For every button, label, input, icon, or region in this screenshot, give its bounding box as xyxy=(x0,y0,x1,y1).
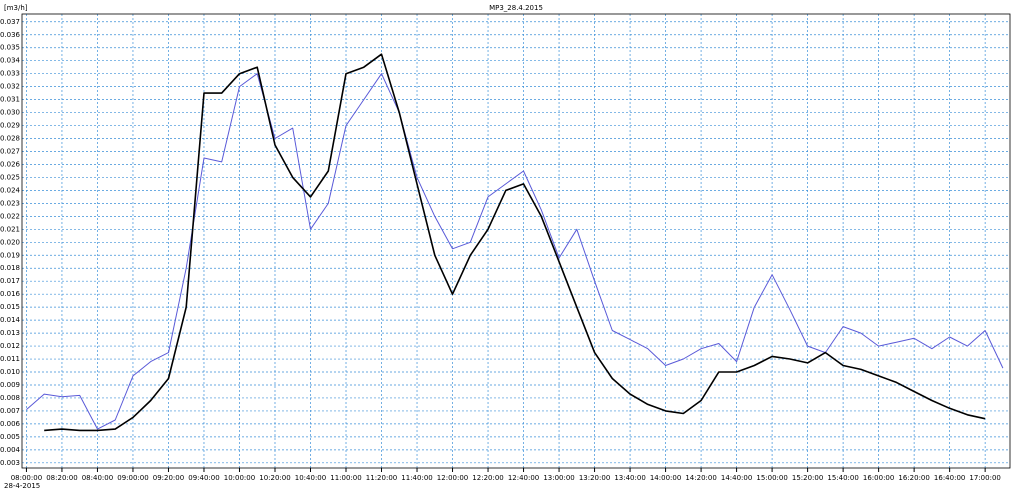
data-line xyxy=(44,53,986,432)
x-tick-label: 15:40:00 xyxy=(827,474,858,482)
y-tick-label: 0.037 xyxy=(0,18,20,26)
y-tick-label: 0.020 xyxy=(0,238,20,246)
x-tick-label: 12:20:00 xyxy=(472,474,503,482)
x-tick-label: 15:00:00 xyxy=(756,474,787,482)
x-tick-label: 11:40:00 xyxy=(401,474,432,482)
x-tick-label: 15:20:00 xyxy=(792,474,823,482)
y-tick-label: 0.014 xyxy=(0,316,21,324)
x-tick-label: 10:20:00 xyxy=(259,474,290,482)
x-tick-label: 10:00:00 xyxy=(224,474,255,482)
y-tick-label: 0.015 xyxy=(0,303,20,311)
y-tick-label: 0.026 xyxy=(0,160,21,168)
x-tick-label: 13:20:00 xyxy=(579,474,610,482)
y-tick-label: 0.007 xyxy=(0,407,20,415)
y-tick-label: 0.031 xyxy=(0,96,20,104)
plot-border xyxy=(21,13,1011,469)
x-tick-label: 13:00:00 xyxy=(543,474,574,482)
y-tick-label: 0.035 xyxy=(0,44,20,52)
x-tick-label: 09:20:00 xyxy=(153,474,184,482)
chart-title: MP3_28.4.2015 xyxy=(489,4,543,12)
y-tick-label: 0.028 xyxy=(0,135,20,143)
x-tick-label: 11:20:00 xyxy=(366,474,397,482)
y-tick-label: 0.032 xyxy=(0,83,20,91)
x-tick-label: 14:00:00 xyxy=(650,474,681,482)
x-tick-label: 12:00:00 xyxy=(437,474,468,482)
y-tick-label: 0.010 xyxy=(0,368,20,376)
data-line xyxy=(26,73,1004,430)
y-tick-label: 0.021 xyxy=(0,225,20,233)
x-tick-label: 14:20:00 xyxy=(685,474,716,482)
y-tick-label: 0.017 xyxy=(0,277,20,285)
y-tick-label: 0.009 xyxy=(0,381,20,389)
y-tick-label: 0.034 xyxy=(0,57,21,65)
x-tick-label: 11:00:00 xyxy=(330,474,361,482)
y-tick-label: 0.013 xyxy=(0,329,20,337)
x-tick-label: 09:00:00 xyxy=(117,474,148,482)
x-tick-label: 09:40:00 xyxy=(188,474,219,482)
x-tick-label: 16:40:00 xyxy=(934,474,965,482)
y-tick-label: 0.019 xyxy=(0,251,20,259)
y-tick-label: 0.033 xyxy=(0,70,20,78)
x-tick-label: 12:40:00 xyxy=(508,474,539,482)
date-label: 28-4-2015 xyxy=(4,482,40,490)
y-tick-label: 0.006 xyxy=(0,420,21,428)
x-tick-label: 08:40:00 xyxy=(82,474,113,482)
y-tick-label: 0.036 xyxy=(0,31,21,39)
x-tick-label: 08:20:00 xyxy=(46,474,77,482)
x-tick-label: 17:00:00 xyxy=(969,474,1000,482)
y-tick-label: 0.011 xyxy=(0,355,20,363)
y-tick-label: 0.025 xyxy=(0,173,20,181)
y-tick-label: 0.030 xyxy=(0,109,20,117)
y-tick-label: 0.027 xyxy=(0,147,20,155)
y-tick-label: 0.008 xyxy=(0,394,20,402)
y-tick-label: 0.012 xyxy=(0,342,20,350)
y-tick-label: 0.023 xyxy=(0,199,20,207)
y-tick-label: 0.024 xyxy=(0,186,21,194)
x-tick-label: 13:40:00 xyxy=(614,474,645,482)
y-tick-label: 0.022 xyxy=(0,212,20,220)
x-tick-label: 16:00:00 xyxy=(863,474,894,482)
y-tick-label: 0.005 xyxy=(0,433,20,441)
y-tick-label: 0.016 xyxy=(0,290,21,298)
x-tick-label: 08:00:00 xyxy=(11,474,42,482)
x-tick-label: 14:40:00 xyxy=(721,474,752,482)
y-tick-label: 0.003 xyxy=(0,459,20,467)
y-tick-label: 0.004 xyxy=(0,446,21,454)
x-tick-label: 16:20:00 xyxy=(898,474,929,482)
y-axis-label: [m3/h] xyxy=(4,4,28,12)
x-tick-label: 10:40:00 xyxy=(295,474,326,482)
y-tick-label: 0.018 xyxy=(0,264,20,272)
y-tick-label: 0.029 xyxy=(0,122,20,130)
